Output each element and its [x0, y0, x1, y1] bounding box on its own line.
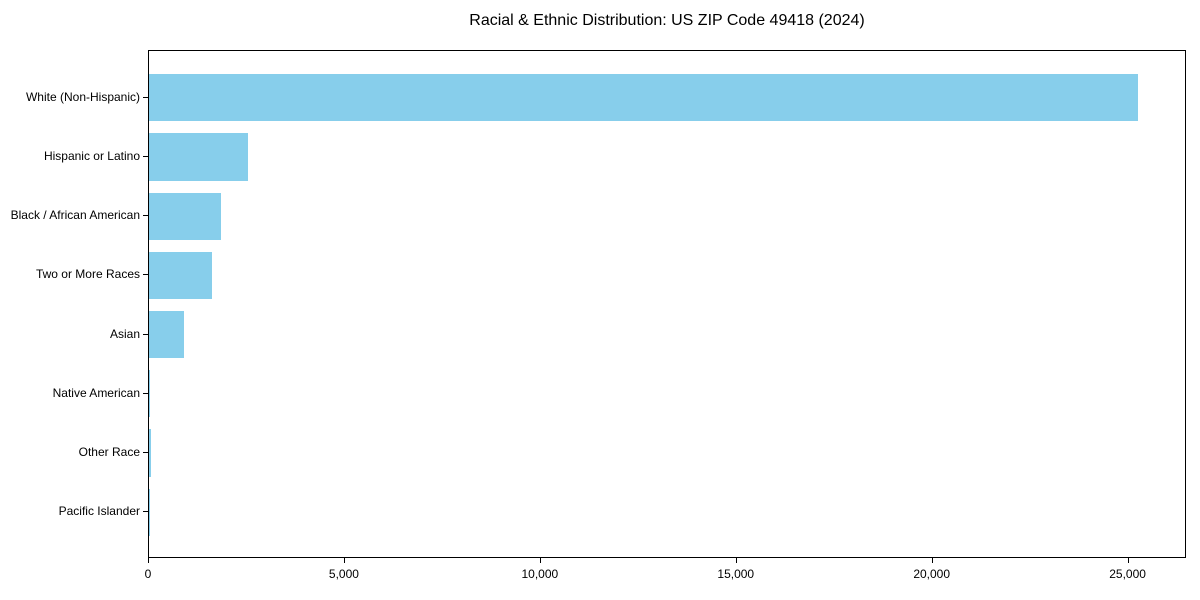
- y-tick-mark: [143, 215, 148, 217]
- bar: [149, 74, 1138, 122]
- bar: [149, 251, 213, 300]
- y-tick-label: Hispanic or Latino: [43, 148, 140, 163]
- x-tick-mark: [931, 558, 933, 563]
- y-tick-mark: [143, 274, 148, 276]
- y-tick-label: Pacific Islander: [58, 504, 140, 519]
- x-tick-label: 5,000: [328, 567, 359, 581]
- y-tick-label: Two or More Races: [35, 267, 140, 282]
- bar: [149, 429, 151, 477]
- bar: [149, 133, 249, 181]
- y-tick-mark: [143, 511, 148, 513]
- bar: [149, 370, 150, 418]
- x-tick-label: 25,000: [1109, 567, 1146, 581]
- x-tick-mark: [343, 558, 345, 563]
- y-tick-label: White (Non-Hispanic): [25, 89, 140, 104]
- y-tick-label: Other Race: [78, 445, 140, 460]
- x-tick-mark: [735, 558, 737, 563]
- plot-area: [148, 50, 1186, 558]
- y-tick-mark: [143, 333, 148, 335]
- y-tick-mark: [143, 392, 148, 394]
- x-tick-label: 15,000: [717, 567, 755, 581]
- x-tick-label: 20,000: [913, 567, 951, 581]
- y-tick-label: Asian: [109, 326, 140, 341]
- y-tick-mark: [143, 96, 148, 98]
- y-tick-mark: [143, 155, 148, 157]
- chart-title: Racial & Ethnic Distribution: US ZIP Cod…: [469, 12, 865, 29]
- x-tick-mark: [1127, 558, 1129, 563]
- y-tick-mark: [143, 452, 148, 454]
- y-tick-label: Black / African American: [10, 208, 140, 223]
- bar: [149, 310, 185, 359]
- x-tick-mark: [539, 558, 541, 563]
- y-tick-label: Native American: [52, 385, 140, 400]
- bar: [149, 192, 222, 240]
- x-tick-mark: [148, 558, 149, 563]
- x-tick-label: 0: [144, 567, 152, 581]
- x-tick-label: 10,000: [521, 567, 559, 581]
